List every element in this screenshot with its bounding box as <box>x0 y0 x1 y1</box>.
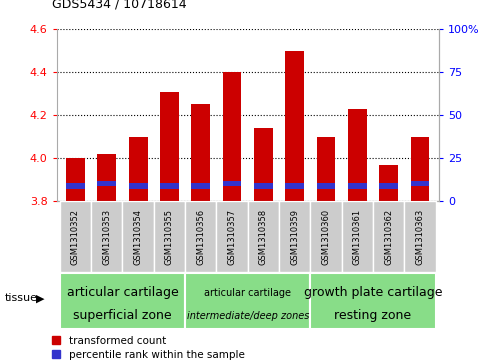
Bar <box>98 181 116 186</box>
Bar <box>91 201 122 272</box>
Text: GSM1310360: GSM1310360 <box>321 209 330 265</box>
Bar <box>411 181 429 186</box>
Bar <box>254 128 273 201</box>
Bar <box>279 201 311 272</box>
Bar <box>185 201 216 272</box>
Text: superficial zone: superficial zone <box>73 309 172 322</box>
Bar <box>254 183 273 188</box>
Bar <box>317 137 335 201</box>
Bar <box>348 109 367 201</box>
Bar <box>379 165 398 201</box>
Text: ▶: ▶ <box>36 293 44 303</box>
Bar <box>191 105 210 201</box>
Bar <box>285 50 304 201</box>
Bar <box>223 181 242 186</box>
Bar <box>60 201 91 272</box>
Bar <box>411 137 429 201</box>
Bar <box>404 201 436 272</box>
Bar <box>185 273 311 329</box>
Bar <box>98 154 116 201</box>
Bar <box>248 201 279 272</box>
Bar <box>160 91 179 201</box>
Text: GSM1310363: GSM1310363 <box>416 209 424 265</box>
Text: GSM1310359: GSM1310359 <box>290 209 299 265</box>
Bar <box>342 201 373 272</box>
Bar <box>122 201 154 272</box>
Bar <box>154 201 185 272</box>
Bar <box>285 183 304 188</box>
Bar <box>216 201 248 272</box>
Text: tissue: tissue <box>5 293 38 303</box>
Bar <box>311 273 436 329</box>
Bar <box>66 183 85 188</box>
Text: resting zone: resting zone <box>334 309 412 322</box>
Text: growth plate cartilage: growth plate cartilage <box>304 286 442 299</box>
Text: GSM1310355: GSM1310355 <box>165 209 174 265</box>
Text: GDS5434 / 10718614: GDS5434 / 10718614 <box>52 0 186 11</box>
Text: GSM1310362: GSM1310362 <box>384 209 393 265</box>
Bar <box>66 158 85 201</box>
Text: GSM1310356: GSM1310356 <box>196 209 205 265</box>
Text: GSM1310353: GSM1310353 <box>103 209 111 265</box>
Bar <box>311 201 342 272</box>
Text: articular cartilage: articular cartilage <box>67 286 178 299</box>
Bar <box>191 183 210 188</box>
Bar <box>129 137 147 201</box>
Bar <box>223 72 242 201</box>
Text: intermediate/deep zones: intermediate/deep zones <box>186 311 309 321</box>
Legend: transformed count, percentile rank within the sample: transformed count, percentile rank withi… <box>52 335 245 360</box>
Bar <box>129 183 147 188</box>
Bar <box>160 183 179 188</box>
Bar <box>373 201 404 272</box>
Text: articular cartilage: articular cartilage <box>204 287 291 298</box>
Bar <box>60 273 185 329</box>
Text: GSM1310357: GSM1310357 <box>228 209 237 265</box>
Text: GSM1310358: GSM1310358 <box>259 209 268 265</box>
Text: GSM1310354: GSM1310354 <box>134 209 142 265</box>
Bar <box>379 183 398 188</box>
Bar <box>348 183 367 188</box>
Text: GSM1310352: GSM1310352 <box>71 209 80 265</box>
Text: GSM1310361: GSM1310361 <box>353 209 362 265</box>
Bar <box>317 183 335 188</box>
